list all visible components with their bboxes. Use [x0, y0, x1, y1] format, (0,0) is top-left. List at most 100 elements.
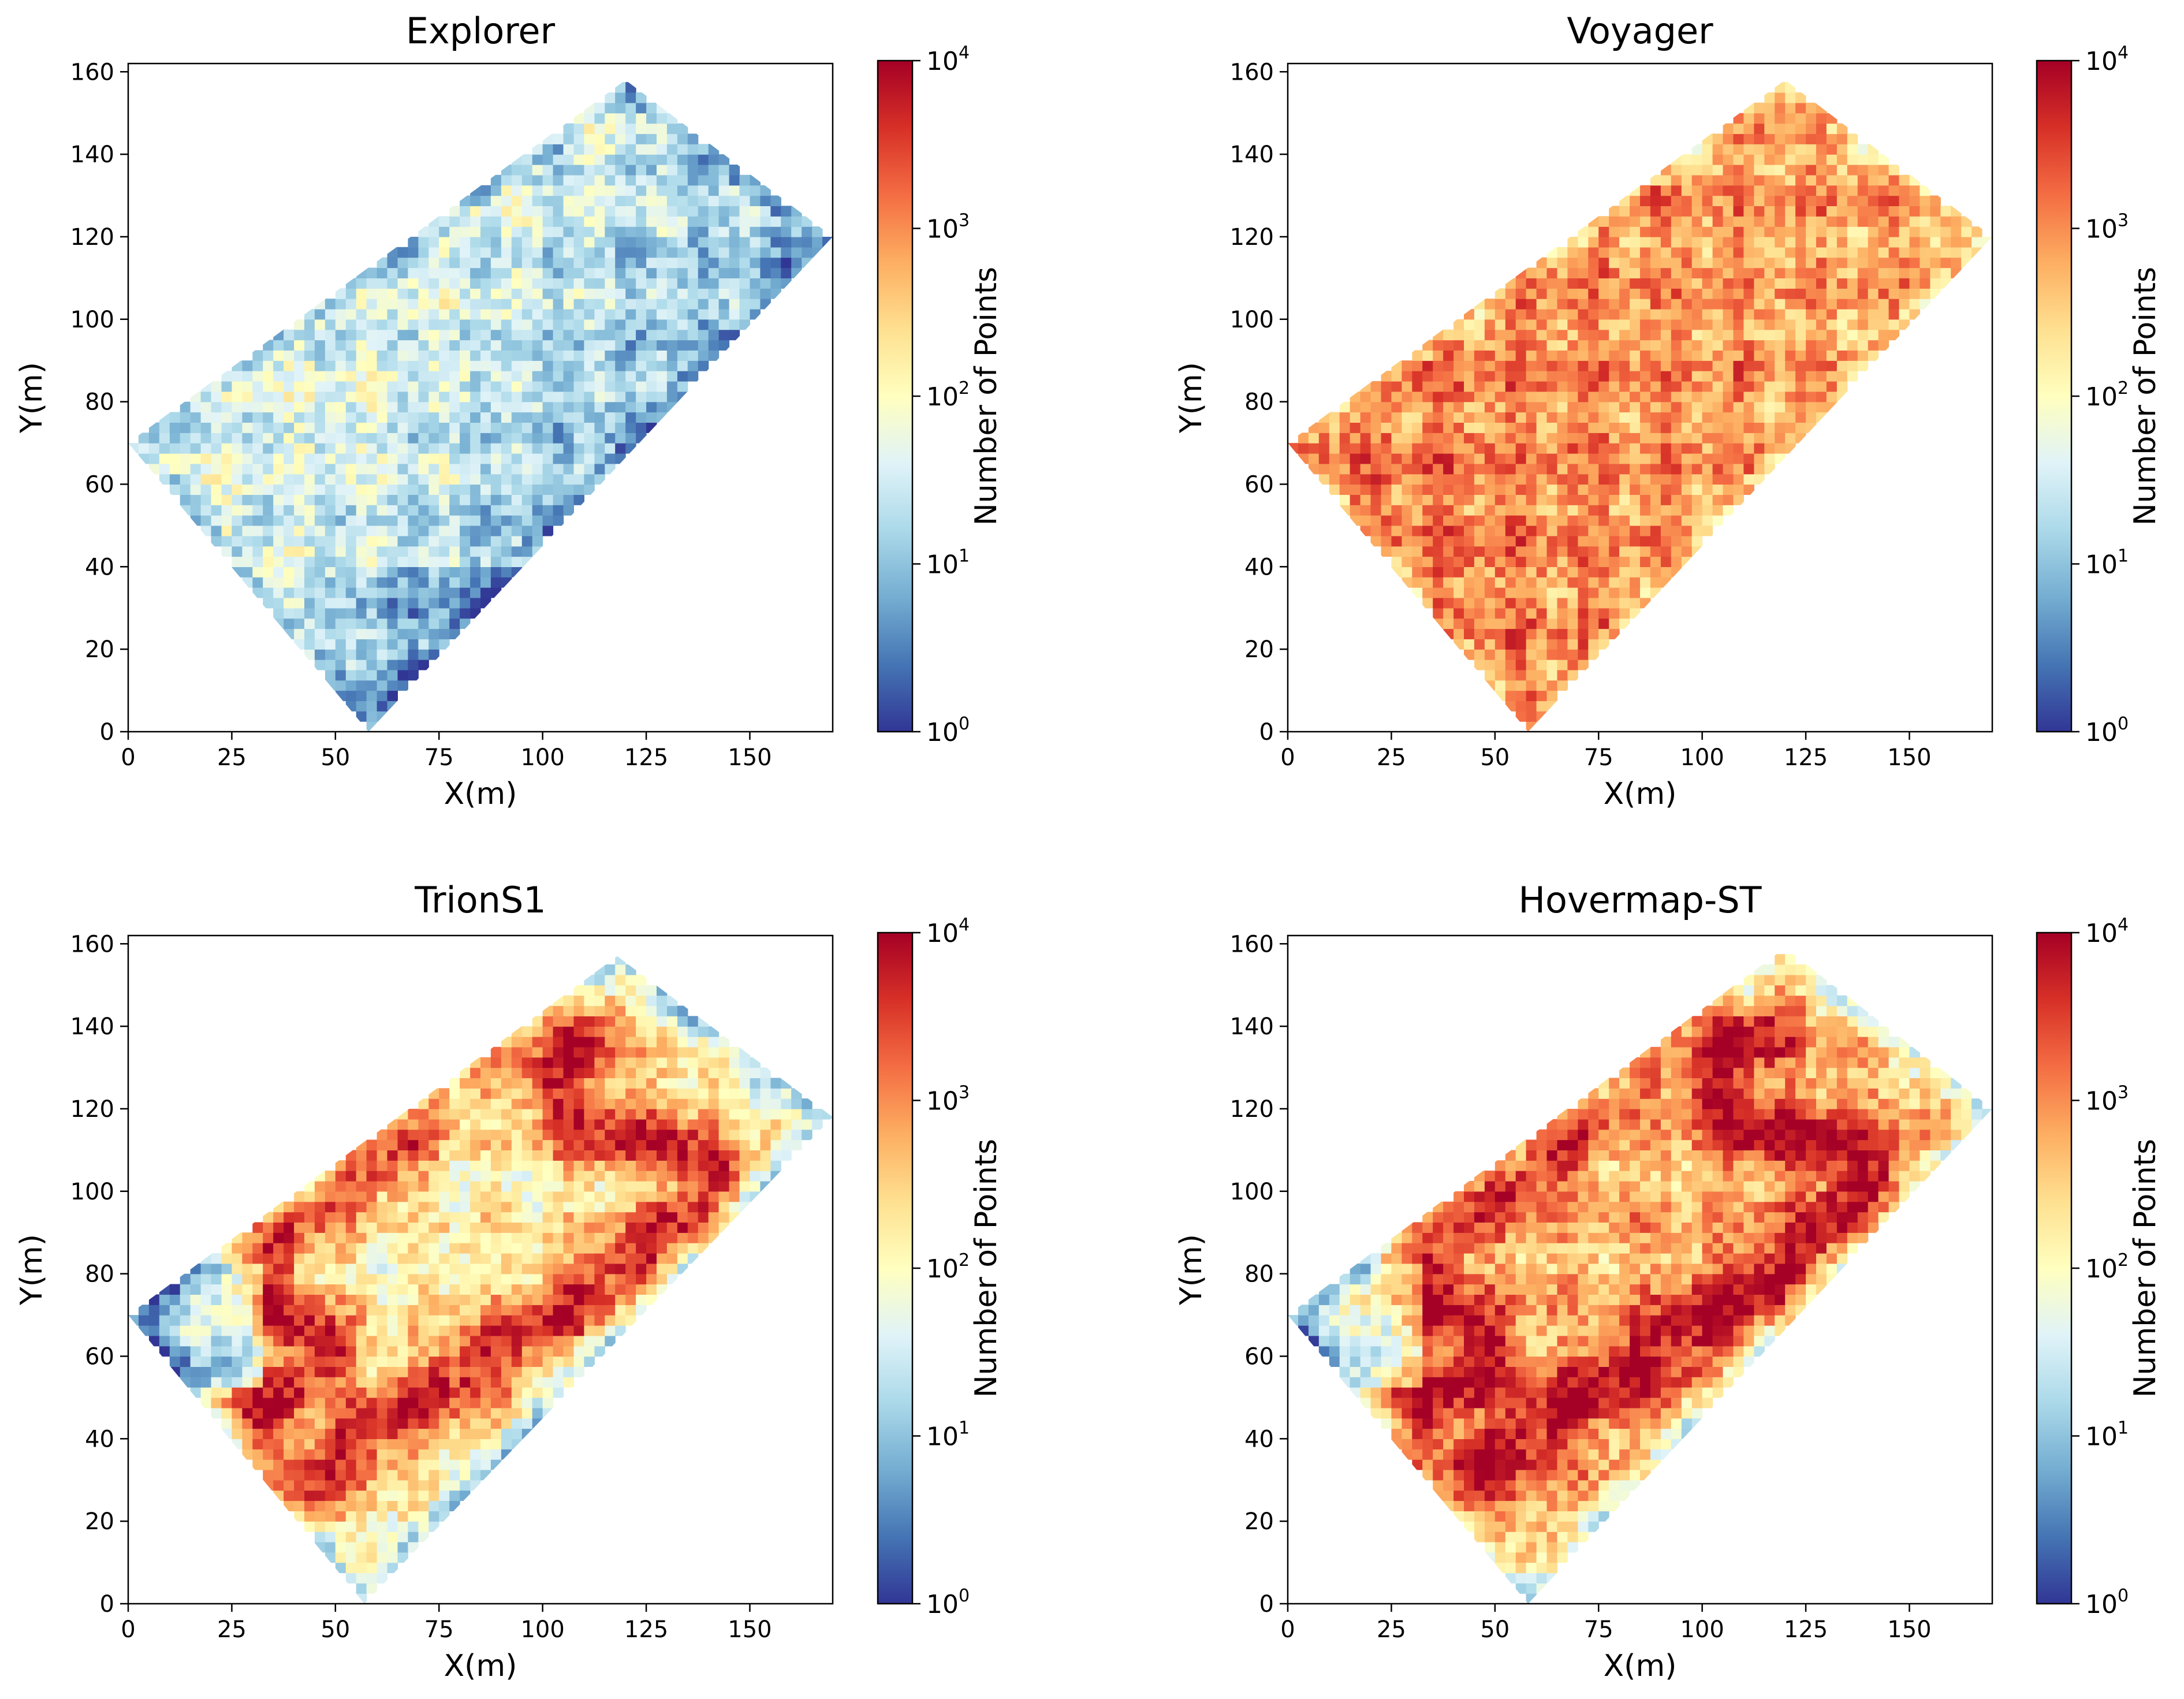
- y-tick-label: 80: [1244, 1261, 1274, 1288]
- x-tick-label: 0: [121, 1616, 135, 1643]
- x-tick-label: 50: [1480, 1616, 1510, 1643]
- panel-explorer: 0 25 50 75 100 125 150 0 20 40 60 80 100 120 140 160 Exp…: [14, 10, 1004, 811]
- x-tick-label: 100: [1680, 1616, 1724, 1643]
- y-axis-label: Y(m): [1174, 362, 1209, 434]
- x-tick-label: 75: [1584, 744, 1613, 771]
- y-tick-label: 40: [1244, 1426, 1274, 1452]
- heatmap-trions1: [128, 956, 833, 1604]
- y-tick-label: 60: [85, 1343, 114, 1370]
- x-axis-label: X(m): [1604, 1649, 1677, 1683]
- y-axis-label: Y(m): [1174, 1234, 1209, 1306]
- y-axis-label: Y(m): [14, 1234, 49, 1306]
- y-tick-label: 40: [85, 1426, 114, 1452]
- y-tick-label: 120: [70, 1096, 114, 1123]
- x-tick-label: 0: [1280, 744, 1295, 771]
- y-tick-label: 140: [1230, 1014, 1274, 1040]
- colorbar-label: Number of Points: [969, 1139, 1004, 1398]
- colorbar-tick-label: 101: [2085, 546, 2129, 580]
- y-tick-label: 20: [85, 636, 114, 663]
- colorbar-label: Number of Points: [969, 267, 1004, 526]
- colorbar-label: Number of Points: [2128, 1139, 2163, 1398]
- panel-hovermap-st: 0 25 50 75 100 125 150 0 20 40 60 80 100 120 140 160 Hov…: [1174, 879, 2163, 1683]
- x-tick-label: 75: [1584, 1616, 1613, 1643]
- x-tick-label: 0: [121, 744, 135, 771]
- colorbar-tick-label: 103: [926, 1083, 970, 1116]
- colorbar-tick-label: 104: [926, 43, 970, 76]
- colorbar-tick-label: 104: [2085, 43, 2129, 76]
- x-tick-label: 50: [320, 744, 350, 771]
- y-tick-label: 60: [1244, 471, 1274, 498]
- x-axis-label: X(m): [444, 777, 517, 811]
- x-tick-label: 0: [1280, 1616, 1295, 1643]
- y-tick-label: 0: [1259, 719, 1274, 746]
- colorbar-tick-label: 104: [2085, 915, 2129, 948]
- x-tick-label: 50: [1480, 744, 1510, 771]
- colorbar-tick-label: 101: [2085, 1418, 2129, 1452]
- colorbar-tick-label: 102: [2085, 378, 2129, 412]
- y-tick-label: 80: [85, 1261, 114, 1288]
- y-tick-label: 140: [70, 141, 114, 168]
- x-tick-label: 50: [320, 1616, 350, 1643]
- x-tick-label: 25: [1377, 1616, 1406, 1643]
- axes-frame: [1287, 62, 1993, 733]
- colorbar-tick-label: 100: [2085, 1586, 2129, 1619]
- x-tick-label: 100: [1680, 744, 1724, 771]
- colorbar-tick-label: 103: [2085, 1083, 2129, 1116]
- x-tick-label: 25: [217, 744, 247, 771]
- heatmap-hovermap-st: [1288, 954, 1992, 1604]
- colorbar-tick-label: 102: [2085, 1250, 2129, 1284]
- axes-frame: [1287, 934, 1993, 1605]
- panel-trions1: 0 25 50 75 100 125 150 0 20 40 60 80 100 120 140 160 Tri…: [14, 879, 1004, 1683]
- y-tick-label: 60: [1244, 1343, 1274, 1370]
- x-tick-label: 150: [728, 1616, 772, 1643]
- y-tick-label: 140: [1230, 141, 1274, 168]
- colorbar: [877, 59, 914, 733]
- x-tick-label: 125: [1784, 1616, 1828, 1643]
- x-tick-label: 100: [520, 1616, 564, 1643]
- x-tick-label: 25: [217, 1616, 247, 1643]
- x-tick-label: 150: [1887, 1616, 1931, 1643]
- y-tick-label: 140: [70, 1014, 114, 1040]
- y-tick-label: 60: [85, 471, 114, 498]
- y-tick-label: 100: [1230, 307, 1274, 333]
- colorbar: [2036, 932, 2073, 1605]
- x-tick-label: 100: [520, 744, 564, 771]
- x-tick-label: 75: [424, 744, 454, 771]
- y-tick-label: 120: [1230, 1096, 1274, 1123]
- x-tick-label: 25: [1377, 744, 1406, 771]
- y-tick-label: 100: [70, 307, 114, 333]
- x-tick-label: 125: [624, 744, 668, 771]
- chart-title: Explorer: [406, 10, 556, 52]
- heatmap-explorer: [128, 82, 833, 732]
- y-tick-label: 120: [70, 224, 114, 251]
- colorbar-tick-label: 100: [926, 714, 970, 747]
- y-tick-label: 0: [1259, 1591, 1274, 1618]
- panel-voyager: 0 25 50 75 100 125 150 0 20 40 60 80 100 120 140 160 Voy…: [1174, 10, 2163, 811]
- colorbar-tick-label: 101: [926, 1418, 970, 1452]
- y-tick-label: 20: [1244, 636, 1274, 663]
- y-tick-label: 0: [100, 1591, 114, 1618]
- colorbar-tick-label: 100: [2085, 714, 2129, 747]
- y-tick-label: 20: [85, 1508, 114, 1535]
- chart-title: Hovermap-ST: [1518, 879, 1762, 921]
- y-tick-label: 80: [85, 389, 114, 416]
- y-tick-label: 160: [1230, 931, 1274, 957]
- colorbar-tick-label: 104: [926, 915, 970, 948]
- colorbar-tick-label: 103: [2085, 211, 2129, 244]
- y-tick-label: 100: [1230, 1179, 1274, 1205]
- x-axis-label: X(m): [1604, 777, 1677, 811]
- x-tick-label: 75: [424, 1616, 454, 1643]
- heatmap-voyager: [1288, 82, 1992, 732]
- y-tick-label: 0: [100, 719, 114, 746]
- colorbar-tick-label: 102: [926, 378, 970, 412]
- colorbar-label: Number of Points: [2128, 267, 2163, 526]
- chart-title: Voyager: [1567, 10, 1713, 52]
- colorbar: [877, 932, 914, 1605]
- x-tick-label: 150: [1887, 744, 1931, 771]
- x-axis-label: X(m): [444, 1649, 517, 1683]
- y-tick-label: 160: [1230, 59, 1274, 85]
- colorbar-tick-label: 103: [926, 211, 970, 244]
- colorbar-tick-label: 100: [926, 1586, 970, 1619]
- axes-frame: [127, 934, 834, 1605]
